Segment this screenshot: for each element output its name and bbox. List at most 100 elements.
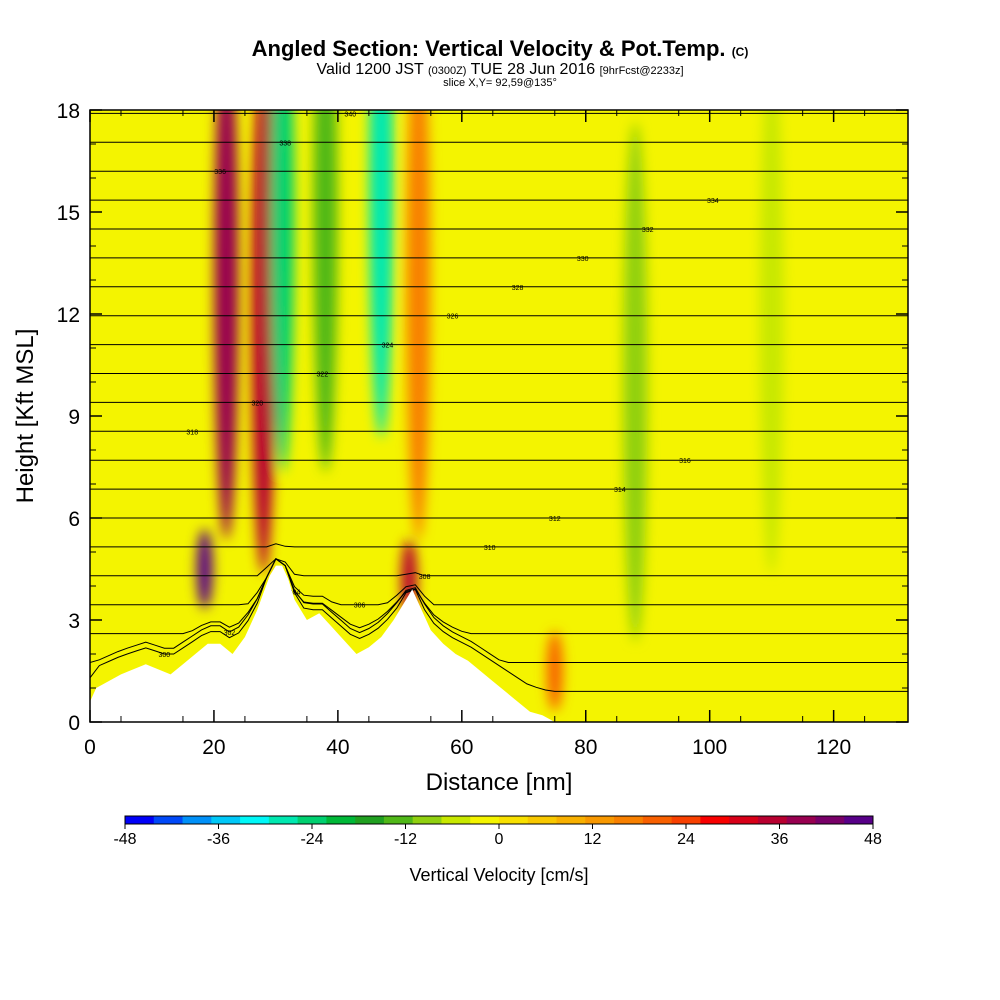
isentrope-line	[90, 558, 908, 692]
isentrope-label: 328	[512, 285, 524, 292]
colorbar-tick-label: 48	[864, 831, 882, 848]
colorbar-swatch	[383, 816, 414, 824]
isentrope-label: 336	[214, 169, 226, 176]
x-tick-label: 120	[816, 736, 851, 759]
isentrope-label: 340	[344, 111, 356, 118]
plot-background	[90, 110, 908, 722]
isentrope-label: 324	[382, 343, 394, 350]
valid-time: Valid 1200 JST	[316, 61, 424, 78]
colorbar-swatch	[729, 816, 759, 824]
colorbar-swatch	[585, 816, 615, 824]
colorbar-swatch	[470, 816, 500, 824]
colorbar-swatch	[182, 816, 212, 824]
isentrope-label: 306	[354, 603, 366, 610]
isentrope-label: 308	[419, 574, 431, 581]
isentrope-line	[90, 558, 908, 577]
velocity-field	[196, 110, 784, 711]
colorbar-swatch	[815, 816, 845, 824]
y-tick-label: 15	[57, 202, 80, 225]
colorbar-swatch	[355, 816, 385, 824]
isentrope-label: 326	[447, 314, 459, 321]
isentrope-label: 338	[279, 140, 291, 147]
isentrope-label: 314	[614, 487, 626, 494]
velocity-cell	[406, 110, 431, 540]
colorbar-tick-label: -12	[394, 831, 417, 848]
isentrope-label: 334	[707, 198, 719, 205]
colorbar-swatch	[125, 816, 155, 824]
velocity-cell	[369, 110, 394, 438]
y-tick-label: 18	[57, 100, 80, 123]
slice-info: slice X,Y= 92,59@135°	[443, 77, 557, 89]
colorbar-swatch	[642, 816, 673, 824]
colorbar-swatch	[240, 816, 270, 824]
colorbar-swatch	[211, 816, 241, 824]
isentrope-contours: 300 302 304 306 308 310 312 314 316 318 320 322 324 3…	[90, 111, 908, 692]
x-tick-label: 20	[202, 736, 225, 759]
x-tick-label: 100	[692, 736, 727, 759]
y-tick-label: 0	[68, 712, 80, 735]
colorbar-swatch	[844, 816, 874, 824]
chart-title-unit: (C)	[731, 45, 749, 59]
colorbar-tick-label: 0	[495, 831, 504, 848]
colorbar-swatch	[671, 816, 701, 824]
valid-date: TUE 28 Jun 2016	[470, 61, 596, 78]
x-tick-label: 0	[84, 736, 96, 759]
isentrope-line	[90, 543, 908, 548]
y-tick-label: 6	[68, 508, 80, 531]
colorbar-tick-label: 36	[771, 831, 789, 848]
x-axis-label: Distance [nm]	[426, 769, 573, 796]
isentrope-label: 300	[159, 652, 171, 659]
colorbar-label: Vertical Velocity [cm/s]	[409, 865, 588, 885]
colorbar-swatch	[153, 816, 184, 824]
isentrope-line	[90, 558, 908, 606]
velocity-cell	[759, 110, 784, 574]
valid-zulu: (0300Z)	[427, 65, 467, 77]
colorbar-swatch	[268, 816, 299, 824]
isentrope-label: 332	[642, 227, 654, 234]
isentrope-label: 330	[577, 256, 589, 263]
colorbar-swatch	[614, 816, 644, 824]
terrain	[90, 565, 555, 722]
isentrope-label: 302	[224, 630, 236, 637]
isentrope-label: 310	[484, 545, 496, 552]
colorbar-swatch	[786, 816, 816, 824]
velocity-cell	[251, 110, 276, 574]
chart-subtitle: Valid 1200 JST (0300Z) TUE 28 Jun 2016 […	[0, 61, 1000, 79]
colorbar-swatch	[499, 816, 529, 824]
y-tick-label: 3	[68, 610, 80, 633]
colorbar-tick-label: -24	[300, 831, 323, 848]
isentrope-label: 304	[289, 589, 301, 596]
chart-title-text: Angled Section: Vertical Velocity & Pot.…	[251, 36, 726, 61]
colorbar-swatch	[297, 816, 327, 824]
velocity-cell	[214, 110, 239, 540]
velocity-cell	[196, 529, 213, 609]
forecast-info: [9hrFcst@2233z]	[599, 65, 684, 77]
x-tick-label: 40	[326, 736, 349, 759]
y-axis-label: Height [Kft MSL]	[12, 329, 39, 504]
axes: 0 20 40 60 80 100 120 0 3 6 9 12 15 18	[57, 100, 908, 759]
velocity-cell	[546, 631, 563, 711]
isentrope-label: 320	[251, 400, 263, 407]
x-tick-label: 80	[574, 736, 597, 759]
chart-title: Angled Section: Vertical Velocity & Pot.…	[0, 36, 1000, 62]
colorbar-tick-label: -36	[207, 831, 230, 848]
y-tick-label: 9	[68, 406, 80, 429]
colorbar-tick-label: -48	[113, 831, 136, 848]
colorbar-swatch	[527, 816, 558, 824]
colorbar: -48 -36 -24 -12 0 12 24 36 48	[113, 815, 882, 848]
plot-area: 300 302 304 306 308 310 312 314 316 318 320 322 324 3…	[90, 110, 908, 722]
isentrope-line	[90, 558, 908, 635]
isentrope-label: 318	[186, 429, 198, 436]
colorbar-swatch	[326, 816, 356, 824]
colorbar-swatch	[412, 816, 442, 824]
isentrope-label: 322	[317, 372, 329, 379]
colorbar-swatch	[700, 816, 730, 824]
isentrope-line	[90, 558, 908, 663]
colorbar-swatch	[757, 816, 788, 824]
colorbar-swatch	[556, 816, 586, 824]
x-tick-label: 60	[450, 736, 473, 759]
isentrope-label: 316	[679, 458, 691, 465]
isentrope-label: 312	[549, 516, 561, 523]
colorbar-tick-label: 24	[677, 831, 695, 848]
